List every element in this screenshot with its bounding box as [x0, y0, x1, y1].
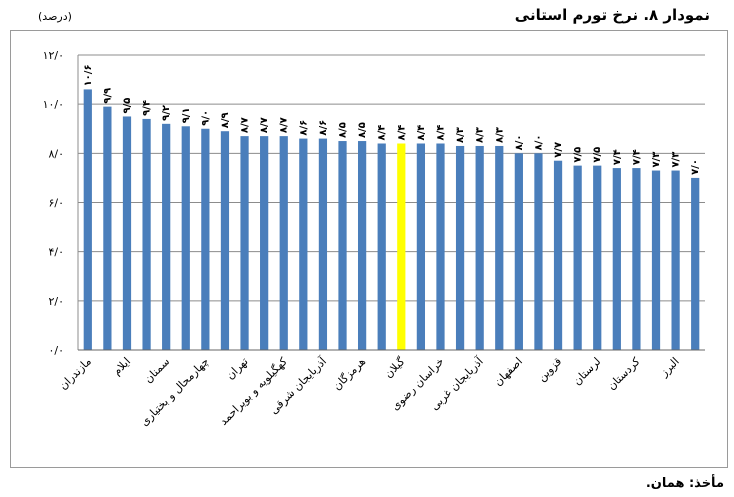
- bar: [338, 141, 347, 350]
- category-label: هرمزگان: [330, 355, 368, 393]
- value-label: ۷/۴: [631, 149, 642, 165]
- value-label: ۸/۰: [533, 134, 544, 150]
- value-label: ۹/۵: [122, 98, 133, 114]
- value-label: ۸/۳: [494, 127, 505, 143]
- bar: [142, 118, 151, 351]
- category-label: تهران: [224, 355, 251, 382]
- value-label: ۷/۰: [690, 159, 701, 175]
- bar: [553, 160, 563, 350]
- category-label: ایلام: [110, 355, 133, 378]
- y-tick-label: ۲/۰: [48, 295, 64, 308]
- bar: [103, 106, 112, 350]
- bar: [416, 143, 426, 350]
- value-label: ۸/۴: [377, 125, 388, 141]
- y-tick-label: ۶/۰: [48, 197, 64, 210]
- value-label: ۸/۷: [240, 117, 251, 133]
- chart-title: نمودار ۸. نرخ تورم استانی: [514, 6, 710, 24]
- value-label: ۸/۴: [416, 125, 427, 141]
- bar: [279, 136, 288, 350]
- bar: [181, 126, 190, 351]
- bar: [691, 177, 700, 350]
- bar: [573, 165, 582, 350]
- value-label: ۸/۳: [455, 127, 466, 143]
- category-label: البرز: [657, 355, 682, 380]
- value-label: ۸/۳: [475, 127, 486, 143]
- value-label: ۹/۹: [102, 88, 113, 104]
- category-label: گیلان: [382, 354, 408, 380]
- value-label: ۷/۵: [573, 147, 584, 163]
- value-label: ۸/۴: [396, 125, 407, 141]
- bar: [436, 143, 445, 350]
- bar: [240, 136, 249, 350]
- category-label: مازندران: [57, 355, 94, 392]
- bar: [162, 123, 171, 350]
- bar: [357, 141, 367, 350]
- value-label: ۸/۴: [435, 125, 446, 141]
- y-tick-label: ۱۲/۰: [43, 49, 64, 62]
- value-label: ۷/۵: [592, 147, 603, 163]
- bar: [671, 170, 680, 350]
- category-label: چهارمحال و بختیاری: [138, 355, 212, 429]
- category-label: سمنان: [142, 355, 173, 386]
- value-label: ۸/۷: [259, 117, 270, 133]
- bar: [593, 165, 602, 350]
- unit-label: (درصد): [38, 10, 72, 23]
- bar: [534, 153, 543, 350]
- category-label: لرستان: [571, 355, 604, 388]
- bar: [475, 145, 484, 350]
- bar: [220, 131, 230, 350]
- bar: [632, 168, 641, 350]
- value-label: ۸/۶: [318, 120, 329, 136]
- y-tick-label: ۴/۰: [48, 246, 64, 259]
- value-label: ۱۰/۶: [83, 64, 94, 86]
- value-label: ۸/۵: [338, 122, 349, 138]
- value-label: ۹/۰: [200, 110, 211, 126]
- bar: [201, 128, 210, 350]
- value-label: ۹/۴: [142, 100, 153, 116]
- y-tick-label: ۸/۰: [48, 147, 64, 160]
- value-label: ۸/۹: [220, 112, 231, 128]
- category-label: قزوین: [535, 355, 564, 384]
- bar: [318, 138, 328, 350]
- bar: [651, 170, 661, 350]
- bar: [397, 143, 406, 350]
- category-label: اصفهان: [491, 355, 525, 389]
- value-label: ۷/۴: [612, 149, 623, 165]
- y-tick-label: ۱۰/۰: [43, 98, 64, 111]
- bar: [377, 143, 386, 350]
- value-label: ۸/۰: [514, 134, 525, 150]
- value-label: ۸/۷: [279, 117, 290, 133]
- bar: [83, 89, 92, 351]
- value-label: ۷/۳: [651, 152, 662, 168]
- value-label: ۸/۶: [298, 120, 309, 136]
- bar: [122, 116, 132, 350]
- y-tick-label: ۰/۰: [48, 344, 64, 357]
- bar: [260, 136, 269, 350]
- value-label: ۷/۷: [553, 142, 564, 158]
- bar: [612, 168, 621, 350]
- chart-frame: [10, 30, 728, 468]
- category-label: کهگیلویه و بویراحمد: [217, 354, 290, 427]
- category-label: کردستان: [605, 354, 643, 392]
- bar: [514, 153, 523, 350]
- value-label: ۹/۲: [161, 105, 172, 121]
- bar: [495, 145, 504, 350]
- source-note: مأخذ: همان.: [645, 476, 724, 491]
- value-label: ۹/۱: [181, 107, 192, 123]
- value-label: ۷/۳: [671, 152, 682, 168]
- value-label: ۸/۵: [357, 122, 368, 138]
- bar: [299, 138, 308, 350]
- bar: [455, 145, 465, 350]
